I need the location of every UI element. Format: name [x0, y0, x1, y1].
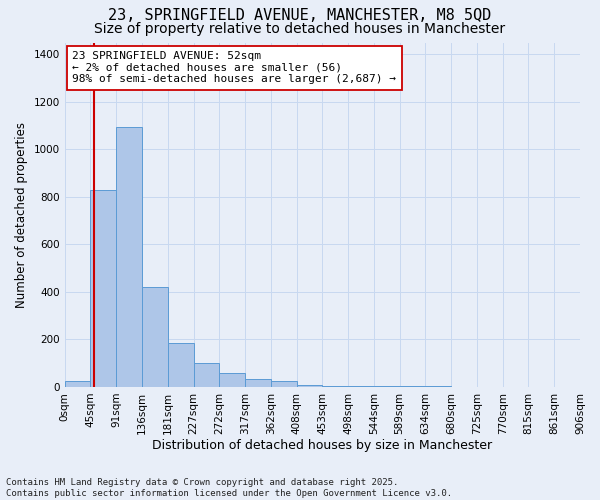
- Bar: [219, 372, 245, 387]
- Bar: [116, 127, 142, 387]
- Bar: [91, 190, 116, 387]
- Text: Size of property relative to detached houses in Manchester: Size of property relative to detached ho…: [94, 22, 506, 36]
- Bar: [348, 386, 374, 387]
- Bar: [142, 287, 168, 387]
- Text: 23 SPRINGFIELD AVENUE: 52sqm
← 2% of detached houses are smaller (56)
98% of sem: 23 SPRINGFIELD AVENUE: 52sqm ← 2% of det…: [73, 51, 397, 84]
- Bar: [322, 386, 348, 387]
- X-axis label: Distribution of detached houses by size in Manchester: Distribution of detached houses by size …: [152, 440, 493, 452]
- Bar: [271, 381, 296, 387]
- Bar: [65, 381, 91, 387]
- Bar: [245, 378, 271, 387]
- Bar: [296, 384, 322, 387]
- Y-axis label: Number of detached properties: Number of detached properties: [15, 122, 28, 308]
- Bar: [374, 386, 400, 387]
- Text: 23, SPRINGFIELD AVENUE, MANCHESTER, M8 5QD: 23, SPRINGFIELD AVENUE, MANCHESTER, M8 5…: [109, 8, 491, 22]
- Text: Contains HM Land Registry data © Crown copyright and database right 2025.
Contai: Contains HM Land Registry data © Crown c…: [6, 478, 452, 498]
- Bar: [168, 343, 193, 387]
- Bar: [193, 363, 219, 387]
